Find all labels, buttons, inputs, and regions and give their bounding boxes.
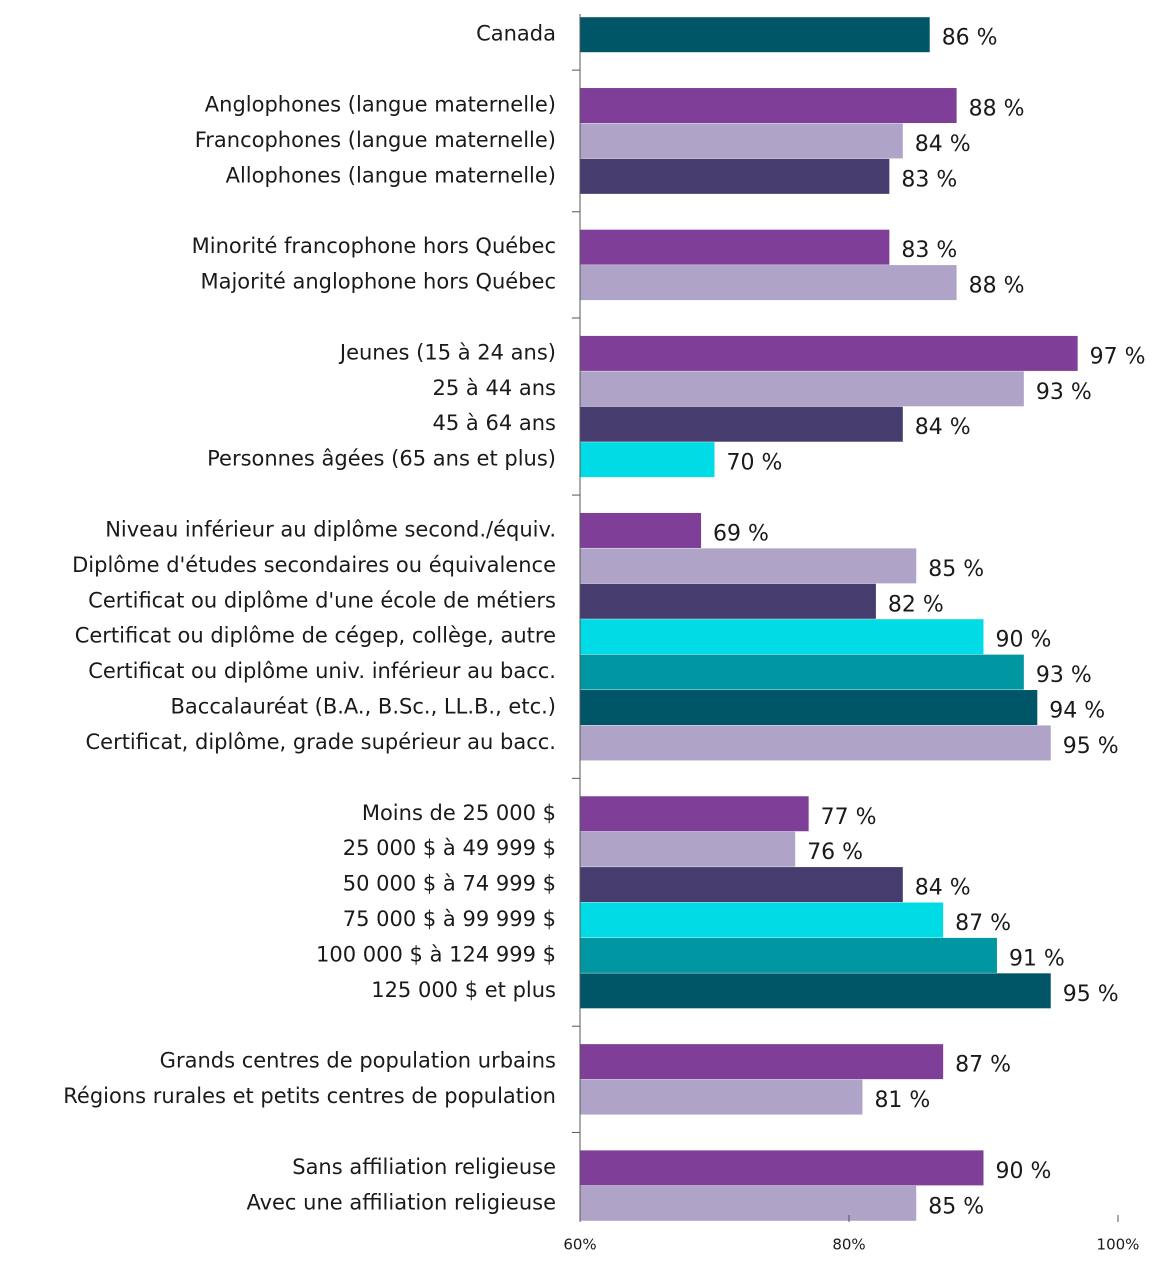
value-label: 85 % [928,557,984,582]
bar [580,902,944,938]
value-label: 93 % [1036,663,1092,688]
bar [580,371,1024,407]
bar [580,512,702,548]
bar [580,1185,917,1221]
value-label: 88 % [969,97,1025,122]
x-tick-label: 80% [832,1236,865,1254]
bar [580,335,1078,371]
category-label: 125 000 $ et plus [371,978,556,1002]
bar [580,937,997,973]
x-tick-label: 100% [1097,1236,1140,1254]
value-label: 87 % [955,1053,1011,1078]
value-label: 77 % [821,805,877,830]
bar [580,690,1038,726]
bar [580,796,809,832]
value-label: 69 % [713,521,769,546]
category-label: 25 à 44 ans [433,376,556,400]
category-label: Certificat ou diplôme univ. inférieur au… [88,659,556,683]
value-label: 85 % [928,1194,984,1219]
category-label: 75 000 $ à 99 999 $ [343,907,556,931]
bar [580,265,957,301]
bar [580,17,930,53]
category-label: 50 000 $ à 74 999 $ [343,872,556,896]
bar [580,831,796,867]
value-label: 83 % [901,238,957,263]
value-label: 94 % [1049,699,1105,724]
value-label: 76 % [807,840,863,865]
bar [580,406,903,442]
bar [580,1079,863,1115]
bar [580,229,890,265]
bar [580,1044,944,1080]
value-label: 70 % [727,451,783,476]
value-label: 90 % [996,628,1052,653]
category-label: Certificat ou diplôme de cégep, collège,… [75,624,556,648]
bar [580,867,903,903]
category-label: Majorité anglophone hors Québec [200,270,556,294]
value-label: 97 % [1090,344,1146,369]
bar [580,88,957,124]
category-label: Minorité francophone hors Québec [192,234,556,258]
category-label: Baccalauréat (B.A., B.Sc., LL.B., etc.) [171,695,556,719]
bar [580,442,715,478]
category-label: 100 000 $ à 124 999 $ [316,942,556,966]
value-label: 88 % [969,274,1025,299]
bar [580,158,890,194]
category-label: Grands centres de population urbains [160,1049,556,1073]
value-label: 93 % [1036,380,1092,405]
value-label: 95 % [1063,982,1119,1007]
category-label: Sans affiliation religieuse [292,1155,556,1179]
bar [580,654,1024,690]
category-label: Personnes âgées (65 ans et plus) [207,447,556,471]
value-label: 86 % [942,26,998,51]
category-label: Certificat, diplôme, grade supérieur au … [85,730,556,754]
value-label: 84 % [915,132,971,157]
category-label: 45 à 64 ans [433,411,556,435]
category-label: Canada [476,22,556,46]
value-label: 81 % [874,1088,930,1113]
category-label: Niveau inférieur au diplôme second./équi… [105,517,556,541]
category-label: Diplôme d'études secondaires ou équivale… [72,553,556,577]
bar [580,619,984,655]
category-label: Anglophones (langue maternelle) [205,93,556,117]
category-label: Francophones (langue maternelle) [195,128,556,152]
bar [580,725,1051,761]
category-label: Moins de 25 000 $ [362,801,556,825]
bar [580,973,1051,1009]
category-label: Avec une affiliation religieuse [246,1190,556,1214]
category-label: Jeunes (15 à 24 ans) [338,340,556,364]
x-tick-label: 60% [563,1236,596,1254]
value-label: 82 % [888,592,944,617]
category-label: Régions rurales et petits centres de pop… [63,1084,556,1108]
value-label: 84 % [915,876,971,901]
bar [580,548,917,584]
value-label: 90 % [996,1159,1052,1184]
category-label: Allophones (langue maternelle) [226,163,556,187]
category-label: Certificat ou diplôme d'une école de mét… [88,588,556,612]
value-label: 87 % [955,911,1011,936]
value-label: 83 % [901,167,957,192]
value-label: 95 % [1063,734,1119,759]
bar [580,123,903,159]
category-label: 25 000 $ à 49 999 $ [343,836,556,860]
bar [580,583,876,619]
value-label: 84 % [915,415,971,440]
bar [580,1150,984,1186]
value-label: 91 % [1009,946,1065,971]
